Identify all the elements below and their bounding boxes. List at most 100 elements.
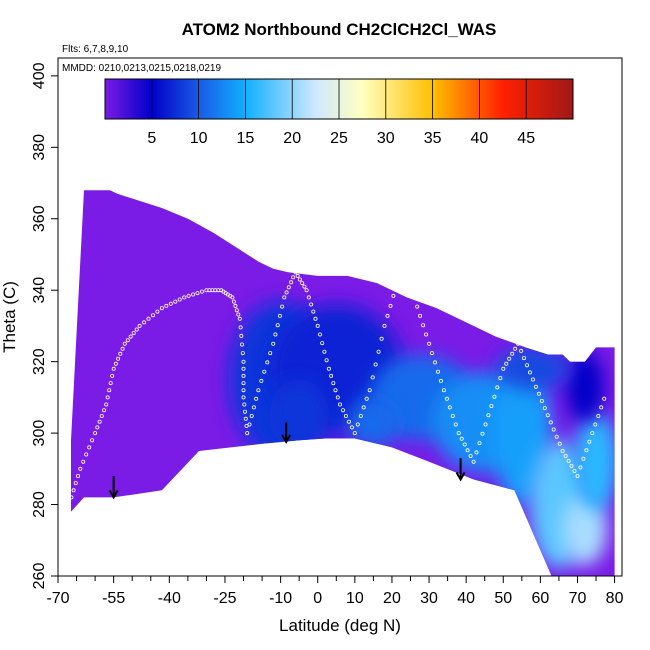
track-point	[199, 289, 204, 294]
track-point	[324, 358, 329, 363]
track-point	[231, 299, 236, 304]
track-point	[492, 394, 497, 399]
track-point	[468, 453, 473, 458]
x-tick-label: 10	[346, 590, 364, 607]
track-point	[254, 396, 259, 401]
track-point	[191, 292, 196, 297]
track-point	[539, 398, 544, 403]
track-point	[268, 351, 273, 356]
x-axis-label: Latitude (deg N)	[279, 616, 401, 635]
track-point	[370, 375, 375, 380]
track-point	[233, 303, 238, 308]
colorbar-tick-label: 45	[517, 130, 535, 147]
plot-area	[71, 190, 615, 576]
track-point	[164, 303, 169, 308]
track-point	[256, 388, 261, 393]
track-point	[450, 413, 455, 418]
y-axis: 260 280 300 320 340 360 380 400	[31, 62, 58, 589]
track-point	[355, 422, 360, 427]
x-tick-label: -70	[46, 590, 69, 607]
track-point	[311, 309, 316, 314]
track-point	[545, 413, 550, 418]
track-point	[349, 425, 354, 430]
track-point	[81, 459, 86, 464]
colorbar-tick-label: 5	[147, 130, 156, 147]
track-point	[146, 316, 151, 321]
track-point	[427, 341, 432, 346]
y-tick-label: 320	[31, 348, 48, 375]
track-point	[131, 331, 136, 336]
track-point	[288, 280, 293, 285]
track-point	[388, 303, 393, 308]
track-point	[590, 431, 595, 436]
colorbar-tick-label: 30	[377, 130, 395, 147]
field-blob	[347, 397, 400, 448]
track-point	[241, 381, 246, 386]
track-point	[280, 304, 285, 309]
track-point	[137, 323, 142, 328]
track-point	[444, 396, 449, 401]
track-point	[483, 422, 488, 427]
track-point	[333, 388, 338, 393]
track-point	[241, 359, 246, 364]
track-point	[382, 323, 387, 328]
track-point	[412, 295, 417, 300]
track-point	[295, 273, 300, 278]
track-point	[275, 323, 280, 328]
track-point	[271, 341, 276, 346]
track-point	[593, 422, 598, 427]
track-point	[602, 396, 607, 401]
colorbar-tick-label: 15	[237, 130, 255, 147]
track-point	[284, 290, 289, 295]
track-point	[128, 334, 133, 339]
track-point	[424, 332, 429, 337]
track-point	[331, 381, 336, 386]
track-point	[480, 431, 485, 436]
track-point	[113, 361, 118, 366]
track-point	[150, 313, 155, 318]
track-point	[343, 413, 348, 418]
track-point	[291, 275, 296, 280]
track-point	[236, 312, 241, 317]
track-point	[415, 304, 420, 309]
y-tick-label: 360	[31, 205, 48, 232]
track-point	[239, 333, 244, 338]
x-tick-label: 30	[420, 590, 438, 607]
x-tick-label: -55	[102, 590, 125, 607]
track-point	[251, 405, 256, 410]
field-blob	[562, 493, 608, 566]
track-point	[277, 313, 282, 318]
track-point	[429, 351, 434, 356]
track-point	[87, 445, 92, 450]
x-tick-label: 60	[531, 590, 549, 607]
chart-title: ATOM2 Northbound CH2ClCH2Cl_WAS	[182, 20, 497, 39]
track-point	[282, 295, 287, 300]
track-point	[409, 291, 414, 296]
track-point	[554, 434, 559, 439]
track-point	[435, 369, 440, 374]
colorbar-tick-label: 10	[190, 130, 208, 147]
track-point	[122, 341, 127, 346]
track-point	[73, 481, 78, 486]
track-point	[241, 373, 246, 378]
track-point	[495, 385, 500, 390]
track-point	[297, 277, 302, 282]
track-point	[403, 282, 408, 287]
track-point	[486, 413, 491, 418]
track-point	[421, 323, 426, 328]
track-point	[530, 377, 535, 382]
track-point	[400, 278, 405, 283]
track-point	[489, 403, 494, 408]
track-point	[97, 419, 102, 424]
track-point	[566, 458, 571, 463]
colorbar-tick-label: 35	[424, 130, 442, 147]
x-tick-label: 20	[383, 590, 401, 607]
track-point	[358, 413, 363, 418]
track-point	[504, 361, 509, 366]
track-point	[326, 366, 331, 371]
track-point	[361, 405, 366, 410]
y-tick-label: 300	[31, 420, 48, 447]
track-point	[513, 346, 518, 351]
track-point	[510, 351, 515, 356]
track-point	[563, 453, 568, 458]
